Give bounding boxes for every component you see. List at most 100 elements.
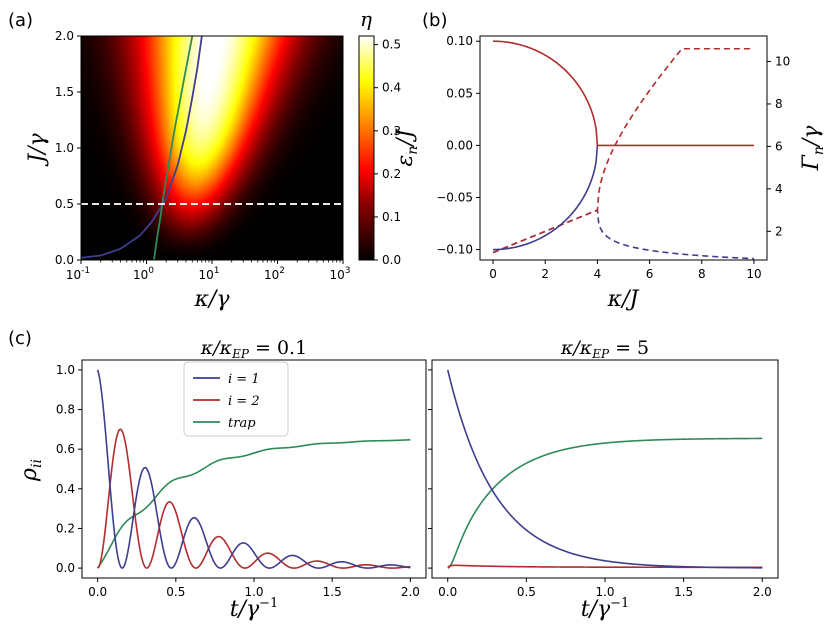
panel-label-b: (b) — [422, 10, 447, 31]
energy-xtick-label: 4 — [594, 267, 602, 281]
heatmap-curve-green — [153, 36, 194, 260]
legend-label-1: i = 1 — [228, 372, 260, 387]
energy-lines — [492, 40, 754, 260]
series-green — [96, 439, 411, 569]
colorbar-label: η — [360, 7, 372, 31]
heatmap-xtick-label: 101 — [198, 266, 219, 282]
ytick-label: 0.0 — [56, 561, 75, 575]
legend-item-1: i = 1 — [193, 372, 260, 387]
energy-ytick-label: 0.05 — [446, 86, 473, 100]
heatmap-curve-blue — [81, 36, 203, 259]
heatmap-ylabel: J/γ — [25, 132, 50, 166]
heatmap-xtick-label: 102 — [264, 266, 285, 282]
series-red — [97, 428, 411, 569]
energy-ytick-right-label: 10 — [775, 54, 790, 68]
colorbar-tick-label: 0.3 — [382, 124, 401, 138]
energy-ytick-right-label: 2 — [775, 224, 783, 238]
legend-label-2: i = 2 — [228, 394, 260, 409]
c2-lines — [446, 369, 763, 569]
energy-ytick-label: −0.10 — [436, 243, 473, 257]
xtick-label: 2.0 — [401, 585, 420, 599]
c2-frame — [431, 359, 779, 579]
energy-xtick-label: 10 — [746, 267, 761, 281]
c1-ylabel: ρii — [17, 459, 45, 482]
panel-label-c: (c) — [8, 328, 32, 349]
energy-ticks: 0 2 4 6 8 10 −0.10 −0.05 0.00 0.05 0.10 2 4 6 8 10 — [436, 34, 790, 281]
energy-xtick-label: 2 — [541, 267, 549, 281]
ytick-label: 0.8 — [56, 403, 75, 417]
xtick-label: 0.0 — [438, 585, 457, 599]
xtick-label: 0.5 — [517, 585, 536, 599]
series-green — [447, 437, 763, 569]
c2-ticks: 0.0 0.5 1.0 1.5 2.0 — [428, 369, 772, 599]
xtick-label: 1.0 — [595, 585, 614, 599]
energy-xtick-label: 8 — [698, 267, 706, 281]
ytick-label: 0.4 — [56, 482, 75, 496]
colorbar-tick-label: 0.5 — [382, 38, 401, 52]
energy-xtick-label: 6 — [646, 267, 654, 281]
c1-title: κ/κEP = 0.1 — [200, 337, 307, 361]
legend-box — [183, 361, 289, 437]
colorbar-tick-label: 0.4 — [382, 81, 401, 95]
gamma-upper-dashed — [492, 47, 754, 254]
series-blue — [96, 369, 411, 569]
colorbar-frame — [358, 35, 375, 261]
c1-ticks: 0.0 0.5 1.0 1.5 2.0 0.0 0.2 0.4 0.6 0.8 1.0 — [56, 363, 420, 599]
xtick-label: 2.0 — [753, 585, 772, 599]
heatmap-xtick-label: 10-1 — [66, 266, 90, 282]
energy-ytick-right-label: 6 — [775, 139, 783, 153]
energy-ylabel: εn/J — [393, 128, 421, 166]
xtick-label: 0.0 — [88, 585, 107, 599]
energy-ylabel-right: Γn/γ — [799, 125, 827, 172]
heatmap-ytick-label: 2.0 — [55, 29, 74, 43]
legend: i = 1 i = 2 trap — [183, 361, 289, 437]
epsilon-lower-solid — [493, 145, 599, 251]
ytick-label: 0.6 — [56, 442, 75, 456]
heatmap-ytick-label: 1.5 — [55, 85, 74, 99]
colorbar-tick-label: 0.2 — [382, 167, 401, 181]
ytick-label: 0.2 — [56, 521, 75, 535]
energy-xlabel: κ/J — [607, 287, 640, 312]
legend-item-3: trap — [193, 416, 256, 431]
c1-xlabel: t/γ−1 — [230, 596, 279, 622]
series-blue — [446, 369, 763, 569]
c2-title: κ/κEP = 5 — [560, 337, 649, 361]
epsilon-upper-solid — [493, 40, 754, 147]
ytick-label: 1.0 — [56, 363, 75, 377]
colorbar — [359, 36, 374, 260]
energy-xtick-label: 0 — [489, 267, 497, 281]
energy-ytick-right-label: 8 — [775, 97, 783, 111]
heatmap-ytick-label: 1.0 — [55, 141, 74, 155]
heatmap-ticks: 10-1 100 101 102 103 0.0 0.5 1.0 1.5 2.0 — [55, 29, 351, 282]
xtick-label: 0.5 — [166, 585, 185, 599]
heatmap-ytick-label: 0.0 — [55, 253, 74, 267]
xtick-label: 1.5 — [674, 585, 693, 599]
c2-xlabel: t/γ−1 — [581, 596, 630, 622]
heatmap-xlabel: κ/γ — [194, 287, 231, 312]
xtick-label: 1.5 — [323, 585, 342, 599]
heatmap-ytick-label: 0.5 — [55, 197, 74, 211]
dynamics-panel-c1: κ/κEP = 0.1 0.0 0.5 1.0 1.5 2.00.00.20.40.60… — [17, 337, 427, 622]
energy-ytick-label: −0.05 — [436, 190, 473, 204]
energy-frame — [479, 35, 768, 261]
energy-ytick-label: 0.00 — [446, 138, 473, 152]
colorbar-ticks: 0.0 0.1 0.2 0.3 0.4 0.5 — [374, 38, 401, 267]
heatmap-image — [81, 36, 343, 260]
colorbar-tick-label: 0.0 — [382, 253, 401, 267]
gamma-lower-dashed — [492, 208, 754, 260]
energy-ytick-label: 0.10 — [446, 34, 473, 48]
heatmap-xtick-label: 103 — [329, 266, 350, 282]
energy-ytick-right-label: 4 — [775, 182, 783, 196]
legend-label-3: trap — [228, 416, 256, 431]
xtick-label: 1.0 — [244, 585, 263, 599]
c1-lines — [96, 369, 411, 569]
heatmap-xtick-label: 100 — [133, 266, 154, 282]
dynamics-panel-c2: κ/κEP = 5 0.0 0.5 1.0 1.5 2.0 t/γ−1 — [428, 337, 779, 622]
legend-item-2: i = 2 — [193, 394, 260, 409]
colorbar-tick-label: 0.1 — [382, 210, 401, 224]
panel-label-a: (a) — [8, 10, 33, 31]
heatmap-curves — [81, 36, 203, 260]
